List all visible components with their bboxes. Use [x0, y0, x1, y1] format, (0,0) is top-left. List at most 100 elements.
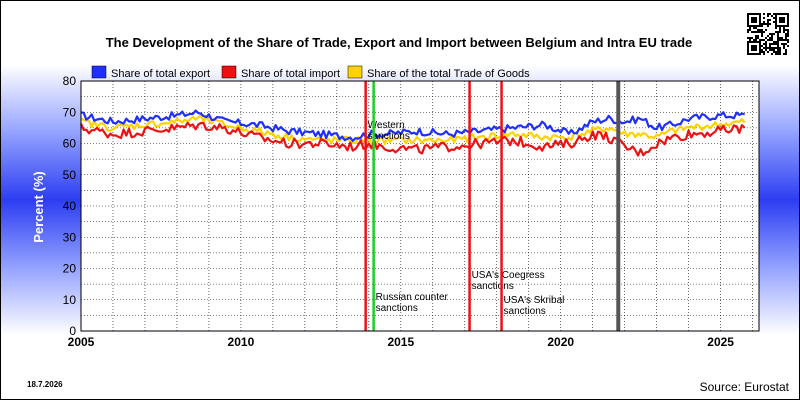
- qr-module: [747, 41, 749, 43]
- qr-module: [761, 33, 763, 35]
- qr-module: [775, 51, 777, 53]
- qr-module: [747, 51, 749, 53]
- x-ticks: 2005 2010 2015 2020 2025: [68, 335, 735, 349]
- footer-date: 18.7.2026: [27, 380, 63, 389]
- event-label-line: sanctions: [472, 281, 514, 292]
- qr-module: [747, 47, 749, 49]
- qr-module: [771, 33, 773, 35]
- qr-module: [765, 47, 767, 49]
- qr-module: [763, 39, 765, 41]
- qr-module: [775, 31, 777, 33]
- qr-module: [757, 25, 759, 27]
- qr-module: [785, 51, 787, 53]
- qr-module: [763, 23, 765, 25]
- qr-module: [787, 23, 789, 25]
- qr-module: [769, 13, 771, 15]
- qr-module: [753, 19, 755, 21]
- qr-module: [749, 53, 751, 55]
- qr-module: [753, 25, 755, 27]
- qr-module: [755, 45, 757, 47]
- qr-module: [783, 19, 785, 21]
- qr-module: [755, 35, 757, 37]
- legend-swatch-import: [221, 65, 237, 79]
- qr-module: [751, 41, 753, 43]
- qr-module: [755, 31, 757, 33]
- y-tick-label: 20: [63, 262, 77, 276]
- qr-module: [775, 25, 777, 27]
- qr-module: [755, 17, 757, 19]
- qr-module: [769, 49, 771, 51]
- qr-module: [757, 31, 759, 33]
- qr-module: [747, 19, 749, 21]
- qr-module: [759, 47, 761, 49]
- qr-module: [753, 39, 755, 41]
- legend-label-import: Share of total import: [241, 68, 340, 80]
- qr-module: [781, 21, 783, 23]
- qr-module: [753, 53, 755, 55]
- qr-module: [777, 47, 779, 49]
- event-label-line: USA's Skribal: [504, 295, 565, 306]
- qr-module: [787, 33, 789, 35]
- qr-module: [783, 43, 785, 45]
- qr-module: [779, 17, 781, 19]
- qr-module: [751, 31, 753, 33]
- qr-module: [749, 27, 751, 29]
- qr-module: [759, 29, 761, 31]
- qr-module: [759, 17, 761, 19]
- qr-module: [773, 33, 775, 35]
- qr-module: [759, 31, 761, 33]
- qr-module: [755, 41, 757, 43]
- qr-module: [761, 49, 763, 51]
- qr-module: [775, 43, 777, 45]
- plot-border: [80, 80, 760, 332]
- qr-module: [759, 13, 761, 15]
- qr-module: [767, 15, 769, 17]
- qr-module: [771, 49, 773, 51]
- qr-module: [769, 39, 771, 41]
- qr-module: [783, 45, 785, 47]
- qr-module: [787, 15, 789, 17]
- qr-code-icon: [745, 11, 791, 57]
- qr-module: [785, 37, 787, 39]
- qr-module: [777, 35, 779, 37]
- qr-module: [775, 15, 777, 17]
- qr-module: [779, 27, 781, 29]
- qr-module: [763, 53, 765, 55]
- qr-module: [757, 13, 759, 15]
- y-axis-label: Percent (%): [31, 171, 46, 243]
- y-tick-label: 70: [63, 105, 77, 119]
- qr-module: [779, 49, 781, 51]
- qr-module: [785, 25, 787, 27]
- qr-module: [773, 47, 775, 49]
- qr-module: [787, 31, 789, 33]
- qr-module: [777, 31, 779, 33]
- y-tick-label: 30: [63, 230, 77, 244]
- qr-module: [759, 43, 761, 45]
- qr-module: [787, 25, 789, 27]
- x-tick-label: 2020: [547, 335, 574, 349]
- qr-module: [751, 47, 753, 49]
- qr-module: [773, 13, 775, 15]
- qr-module: [781, 39, 783, 41]
- qr-module: [767, 35, 769, 37]
- qr-module: [767, 47, 769, 49]
- qr-module: [761, 35, 763, 37]
- qr-module: [753, 41, 755, 43]
- event-label-line: USA's Coegress: [472, 270, 545, 281]
- qr-module: [785, 35, 787, 37]
- event-label-1: Russian counter sanctions: [376, 292, 449, 314]
- qr-module: [759, 39, 761, 41]
- y-tick-label: 60: [63, 137, 77, 151]
- event-label-line: Russian counter: [376, 292, 449, 303]
- qr-module: [777, 39, 779, 41]
- qr-module: [747, 21, 749, 23]
- qr-module: [747, 29, 749, 31]
- qr-module: [749, 37, 751, 39]
- qr-module: [769, 37, 771, 39]
- qr-module: [779, 21, 781, 23]
- qr-module: [785, 33, 787, 35]
- qr-module: [749, 39, 751, 41]
- qr-module: [757, 35, 759, 37]
